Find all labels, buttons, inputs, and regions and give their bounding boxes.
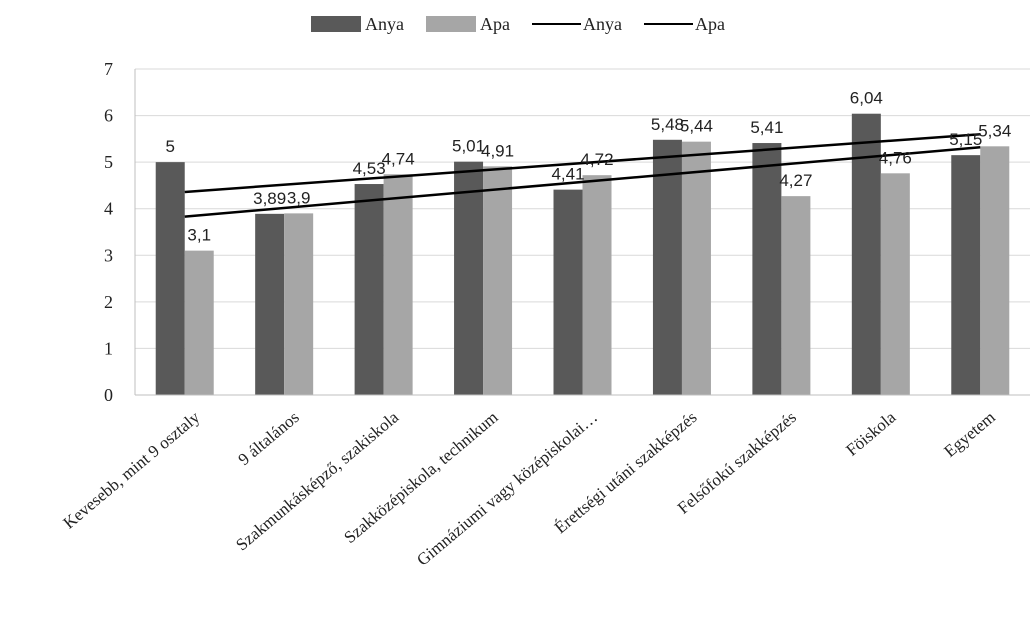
x-category-label: Kevesebb, mint 9 osztaly — [59, 407, 203, 532]
x-category-label: 9 általános — [234, 408, 302, 470]
bar-anya — [652, 139, 682, 395]
bar-anya — [553, 189, 583, 395]
data-labels: 53,13,89 3,94,534,745,014,914,414,725,485… — [165, 89, 1011, 245]
y-tick-label: 7 — [104, 59, 113, 79]
bar-anya — [454, 161, 484, 395]
data-label-anya: 4,41 — [551, 165, 584, 184]
y-axis-tick-labels: 0 1 2 3 4 5 6 7 — [104, 59, 113, 405]
y-tick-label: 6 — [104, 106, 113, 126]
bar-apa — [582, 175, 612, 395]
data-label-apa: 3,9 — [287, 188, 311, 207]
data-label-anya: 5,48 — [651, 115, 684, 134]
data-label-anya: 5 — [165, 137, 174, 156]
data-label-anya: 4,53 — [353, 159, 386, 178]
data-label-apa: 4,74 — [382, 149, 415, 168]
bar-apa — [980, 146, 1010, 395]
data-label-apa: 4,91 — [481, 141, 514, 160]
bar-anya — [752, 143, 782, 395]
y-tick-label: 0 — [104, 385, 113, 405]
x-axis-category-labels: Kevesebb, mint 9 osztaly 9 általánosSzakm… — [59, 407, 998, 569]
legend-swatch-anya — [311, 16, 361, 32]
data-label-apa: 4,27 — [779, 171, 812, 190]
legend-label-apa: Apa — [480, 14, 510, 34]
data-label-apa: 3,1 — [187, 226, 211, 245]
data-label-anya: 5,15 — [949, 130, 982, 149]
legend-label-trend-anya: Anya — [583, 14, 622, 34]
data-label-apa: 4,76 — [879, 148, 912, 167]
bar-apa — [383, 174, 413, 395]
bar-anya — [354, 184, 384, 395]
bar-apa — [781, 196, 811, 395]
y-tick-label: 4 — [104, 199, 113, 219]
trendlines — [184, 132, 981, 218]
bar-apa — [483, 166, 513, 395]
legend: Anya Apa Anya Apa — [311, 14, 725, 34]
legend-label-trend-apa: Apa — [695, 14, 725, 34]
data-label-anya: 5,41 — [750, 118, 783, 137]
bar-anya — [951, 155, 981, 395]
x-category-label: Szakmunkásképző, szakiskola — [232, 407, 402, 554]
bar-apa — [184, 250, 214, 395]
bars — [155, 113, 1010, 396]
x-category-label: Egyetem — [940, 408, 998, 461]
legend-label-anya: Anya — [365, 14, 404, 34]
y-tick-label: 5 — [104, 152, 113, 172]
x-category-label: Föiskola — [842, 407, 899, 459]
y-tick-label: 2 — [104, 292, 113, 312]
trendline-apa — [184, 145, 981, 218]
bar-anya — [255, 213, 285, 395]
y-tick-label: 3 — [104, 245, 113, 265]
data-label-apa: 5,44 — [680, 117, 713, 136]
data-label-anya: 6,04 — [850, 89, 883, 108]
bar-anya — [155, 162, 185, 395]
data-label-apa: 4,72 — [580, 150, 613, 169]
bar-apa — [880, 173, 910, 395]
bar-apa — [681, 141, 711, 395]
bar-apa — [284, 213, 314, 395]
data-label-anya: 3,89 — [253, 189, 286, 208]
legend-swatch-apa — [426, 16, 476, 32]
y-tick-label: 1 — [104, 338, 113, 358]
trendline-anya — [184, 132, 981, 194]
x-category-label: Gimnáziumi vagy középiskolai… — [413, 408, 601, 570]
axes — [134, 69, 1030, 396]
bar-anya — [851, 113, 881, 396]
data-label-anya: 5,01 — [452, 137, 485, 156]
data-label-apa: 5,34 — [978, 121, 1011, 140]
